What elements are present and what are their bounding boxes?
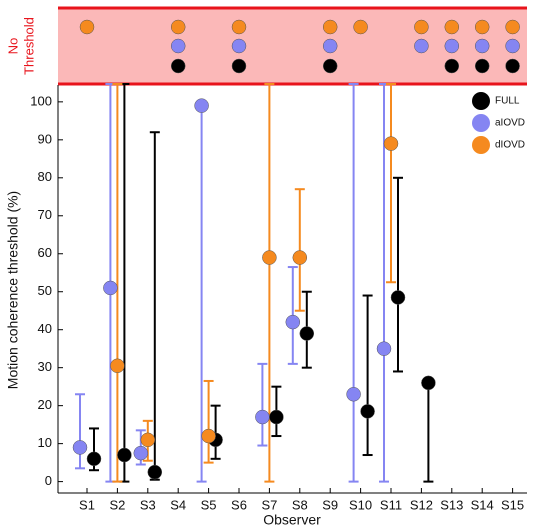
x-tick-label: S15	[501, 497, 524, 512]
y-tick-label: 50	[38, 283, 52, 298]
no-threshold-marker	[414, 38, 429, 54]
no-threshold-marker	[474, 38, 490, 54]
marker	[269, 409, 284, 425]
marker	[110, 358, 125, 374]
x-tick-label: S9	[322, 497, 338, 512]
no-threshold-marker	[170, 19, 186, 35]
x-tick-label: S12	[410, 497, 433, 512]
marker	[383, 136, 399, 151]
marker	[285, 314, 301, 330]
x-tick-label: S6	[231, 497, 247, 512]
no-threshold-marker	[322, 58, 338, 74]
no-threshold-marker	[170, 58, 186, 74]
no-threshold-marker	[414, 19, 429, 35]
no-threshold-marker	[322, 38, 338, 54]
no-threshold-marker	[474, 19, 490, 35]
no-threshold-marker	[444, 58, 460, 74]
no-threshold-marker	[505, 19, 520, 35]
band-label: No	[5, 38, 20, 55]
x-tick-label: S4	[170, 497, 186, 512]
x-tick-label: S10	[349, 497, 372, 512]
y-tick-label: 30	[38, 359, 52, 374]
x-tick-label: S13	[440, 497, 463, 512]
y-tick-label: 90	[38, 131, 52, 146]
no-threshold-marker	[353, 19, 368, 35]
marker	[255, 409, 270, 425]
x-tick-label: S1	[79, 497, 95, 512]
x-tick-label: S7	[261, 497, 277, 512]
marker	[140, 432, 156, 448]
no-threshold-marker	[79, 19, 95, 35]
no-threshold-marker	[444, 38, 460, 54]
legend-marker	[472, 136, 490, 154]
y-tick-label: 20	[38, 397, 52, 412]
no-threshold-marker	[505, 58, 520, 74]
marker	[86, 451, 102, 467]
no-threshold-marker	[231, 38, 247, 54]
x-tick-label: S2	[109, 497, 125, 512]
y-tick-label: 70	[38, 207, 52, 222]
marker	[72, 440, 88, 455]
marker	[201, 428, 216, 444]
no-threshold-marker	[444, 19, 460, 35]
x-tick-label: S14	[471, 497, 494, 512]
marker	[346, 387, 361, 402]
marker	[292, 250, 308, 265]
marker	[117, 447, 132, 463]
no-threshold-marker	[322, 19, 338, 35]
marker	[360, 404, 375, 419]
x-tick-label: S3	[140, 497, 156, 512]
marker	[299, 326, 315, 341]
marker	[262, 250, 277, 265]
y-tick-label: 100	[30, 93, 52, 108]
y-tick-label: 0	[45, 473, 52, 488]
marker	[421, 375, 436, 391]
marker	[147, 464, 163, 480]
y-tick-label: 40	[38, 321, 52, 336]
marker	[376, 341, 392, 356]
legend-label: aIOVD	[495, 118, 525, 129]
legend-marker	[472, 114, 490, 132]
y-tick-label: 80	[38, 169, 52, 184]
legend-label: dIOVD	[495, 140, 525, 151]
x-tick-label: S8	[292, 497, 308, 512]
y-axis-label: Motion coherence threshold (%)	[5, 191, 21, 389]
marker	[103, 280, 118, 296]
no-threshold-marker	[231, 19, 247, 35]
no-threshold-marker	[170, 38, 186, 54]
y-tick-label: 60	[38, 245, 52, 260]
y-tick-label: 10	[38, 435, 52, 450]
band-label: Threshold	[21, 17, 36, 75]
no-threshold-marker	[474, 58, 490, 74]
no-threshold-marker	[505, 38, 520, 54]
x-tick-label: S11	[380, 497, 402, 512]
marker	[133, 445, 149, 461]
legend-marker	[472, 92, 490, 110]
legend-label: FULL	[495, 96, 520, 107]
x-axis-label: Observer	[263, 512, 321, 528]
no-threshold-marker	[231, 58, 247, 74]
marker	[194, 98, 209, 113]
marker	[390, 290, 406, 305]
x-tick-label: S5	[201, 497, 217, 512]
